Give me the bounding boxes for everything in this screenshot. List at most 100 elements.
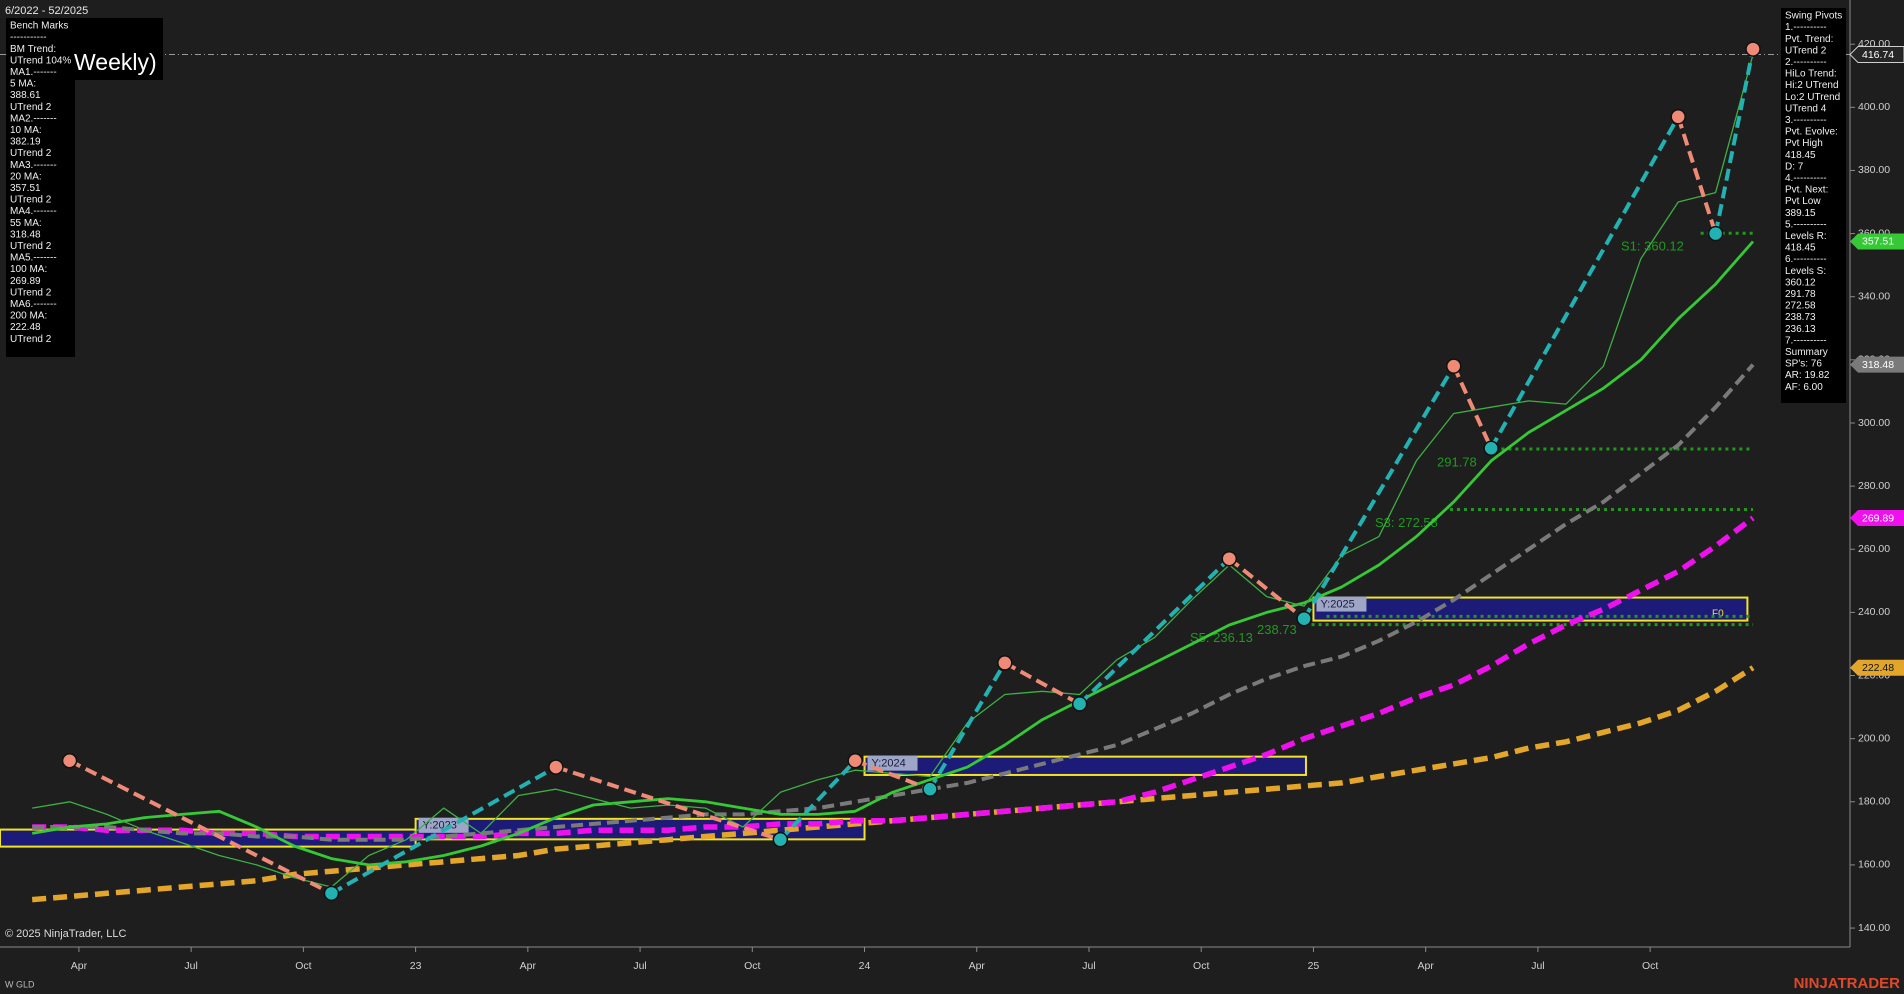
swing-pivot-line: Pvt High bbox=[1785, 138, 1823, 149]
swing-pivot-line: 1.---------- bbox=[1785, 22, 1827, 33]
swing-pivot-line: UTrend 4 bbox=[1785, 103, 1827, 114]
support-label: S5: 236.13 bbox=[1190, 630, 1253, 645]
swing-pivot-line: Pvt. Trend: bbox=[1785, 34, 1833, 45]
series-line bbox=[31, 240, 1755, 867]
value-tag bbox=[1850, 659, 1904, 676]
swing-pivot-line: Pvt. Next: bbox=[1785, 185, 1828, 196]
bench-mark-line: 10 MA: bbox=[10, 125, 42, 136]
bench-mark-line: 357.51 bbox=[10, 183, 41, 194]
pivot-high bbox=[1745, 41, 1761, 57]
y-tick-label: 380.00 bbox=[1858, 164, 1890, 176]
bench-mark-line: UTrend 2 bbox=[10, 195, 52, 206]
y-tick-label: 280.00 bbox=[1858, 480, 1890, 492]
bench-mark-line: MA6.------- bbox=[10, 299, 57, 310]
bench-mark-line: 20 MA: bbox=[10, 171, 42, 182]
bench-mark-line: MA1.------- bbox=[10, 67, 57, 78]
pivot-segment bbox=[1676, 116, 1718, 235]
pivot-segment bbox=[1489, 115, 1680, 450]
swing-pivot-line: HiLo Trend: bbox=[1785, 69, 1837, 80]
support-label: S1: 360.12 bbox=[1621, 239, 1684, 254]
axes: 140.00160.00180.00200.00220.00240.00260.… bbox=[0, 0, 1904, 972]
swing-pivot-line: Summary bbox=[1785, 347, 1828, 358]
bench-mark-line: 269.89 bbox=[10, 276, 41, 287]
pivot-segment bbox=[1451, 365, 1493, 450]
value-tag-label: 269.89 bbox=[1862, 512, 1894, 524]
swing-pivot-line: 3.---------- bbox=[1785, 115, 1827, 126]
swing-pivot-line: 272.58 bbox=[1785, 301, 1816, 312]
x-tick-label: Apr bbox=[969, 960, 986, 972]
y-tick-label: 400.00 bbox=[1858, 101, 1890, 113]
y-tick-label: 300.00 bbox=[1858, 417, 1890, 429]
pivot-segment bbox=[1713, 48, 1755, 234]
bench-mark-line: ----------- bbox=[10, 32, 47, 43]
pivot-low bbox=[1707, 225, 1724, 242]
bench-mark-line: MA3.------- bbox=[10, 160, 57, 171]
swing-pivot-line: Lo:2 UTrend bbox=[1785, 92, 1840, 103]
y-tick-label: 180.00 bbox=[1858, 796, 1890, 808]
swing-pivot-line: 7.---------- bbox=[1785, 335, 1827, 346]
y-tick-label: 160.00 bbox=[1858, 859, 1890, 871]
value-tag bbox=[1850, 510, 1904, 527]
x-tick-label: Jul bbox=[1531, 960, 1544, 972]
pivot-high bbox=[1221, 550, 1238, 567]
pivot-high bbox=[1445, 358, 1462, 374]
pivot-segment bbox=[330, 765, 557, 896]
swing-pivot-line: 389.15 bbox=[1785, 208, 1816, 219]
swing-pivot-line: Levels S: bbox=[1785, 266, 1826, 277]
swing-pivot-line: 418.45 bbox=[1785, 150, 1816, 161]
panels: Bench Marks-----------BM Trend:UTrend 10… bbox=[6, 8, 1846, 403]
swing-pivot-line: 291.78 bbox=[1785, 289, 1816, 300]
pivot-low bbox=[323, 885, 340, 902]
bench-mark-line: 5 MA: bbox=[10, 79, 36, 90]
pivot-low bbox=[772, 831, 789, 848]
y-tick-label: 240.00 bbox=[1858, 606, 1890, 618]
bench-mark-line: UTrend 2 bbox=[10, 287, 52, 298]
x-tick-label: Apr bbox=[520, 960, 537, 972]
x-tick-label: Jul bbox=[1082, 960, 1095, 972]
swing-pivot-line: 4.---------- bbox=[1785, 173, 1827, 184]
bench-marks-panel bbox=[6, 18, 75, 357]
value-tag-label: 222.48 bbox=[1862, 662, 1894, 674]
x-tick-label: Apr bbox=[71, 960, 88, 972]
bench-mark-line: UTrend 104% bbox=[10, 55, 71, 66]
pivot-segment bbox=[1302, 365, 1456, 620]
year-label: Y:2024 bbox=[872, 758, 906, 770]
year-label-bg bbox=[867, 755, 918, 771]
symbol: W GLD bbox=[5, 979, 35, 989]
x-tick-label: Oct bbox=[1193, 960, 1209, 972]
support-label: 291.78 bbox=[1437, 454, 1477, 469]
swing-pivot-line: Pvt Low bbox=[1785, 196, 1821, 207]
pivot-low bbox=[1296, 610, 1312, 627]
year-box bbox=[863, 755, 1307, 776]
swing-pivot-line: Pvt. Evolve: bbox=[1785, 127, 1838, 138]
swing-pivot-line: 236.13 bbox=[1785, 324, 1816, 335]
value-tag-label: 318.48 bbox=[1862, 359, 1894, 371]
date-range: 6/2022 - 52/2025 bbox=[5, 5, 88, 17]
swing-pivot-line: Levels R: bbox=[1785, 231, 1827, 242]
x-tick-label: Oct bbox=[295, 960, 311, 972]
pivot-high bbox=[847, 753, 863, 769]
x-tick-label: Oct bbox=[1642, 960, 1658, 972]
year-box bbox=[1312, 596, 1749, 622]
swing-pivot-line: UTrend 2 bbox=[1785, 45, 1827, 56]
swing-pivot-line: AR: 19.82 bbox=[1785, 370, 1830, 381]
swing-pivot-line: Swing Pivots bbox=[1785, 11, 1842, 22]
x-tick-label: Jul bbox=[633, 960, 646, 972]
swing-pivot-line: 2.---------- bbox=[1785, 57, 1827, 68]
bench-mark-line: 222.48 bbox=[10, 322, 41, 333]
pivot-segment bbox=[1003, 661, 1081, 706]
year-label: Y:2025 bbox=[1320, 598, 1354, 610]
bench-mark-line: 382.19 bbox=[10, 137, 41, 148]
pivot-segment bbox=[68, 758, 333, 896]
y-tick-label: 200.00 bbox=[1858, 732, 1890, 744]
bench-mark-line: 200 MA: bbox=[10, 311, 47, 322]
copyright: © 2025 NinjaTrader, LLC bbox=[5, 928, 126, 940]
swing-pivot-line: 238.73 bbox=[1785, 312, 1816, 323]
x-tick-label: 24 bbox=[859, 960, 871, 972]
bench-mark-line: 55 MA: bbox=[10, 218, 42, 229]
series-line bbox=[32, 363, 1755, 842]
support-levels: S1: 360.12 291.78 S3: 272.58 238.73 S5: 236.… bbox=[1190, 231, 1754, 645]
chart-title: Weekly) bbox=[74, 49, 157, 75]
brand: NINJATRADER bbox=[1794, 975, 1901, 992]
